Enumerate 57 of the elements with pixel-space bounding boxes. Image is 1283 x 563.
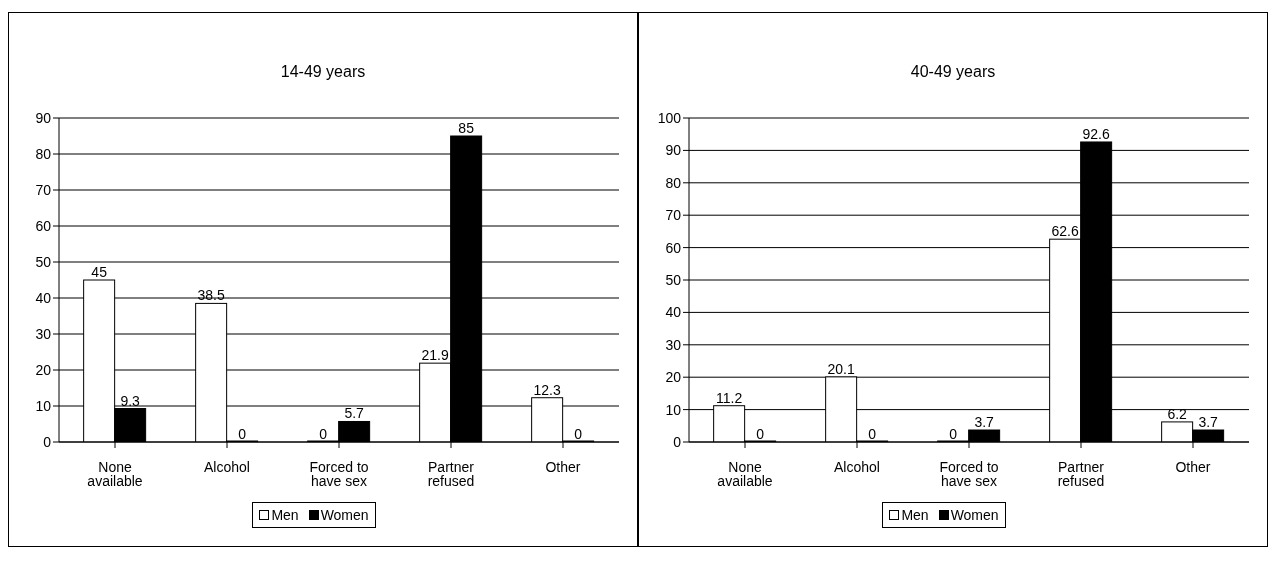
y-tick-label: 40 [665, 304, 682, 321]
x-tick-label: Partner refused [427, 458, 475, 489]
chart-title: 14-49 years [279, 63, 367, 81]
y-tick-label: 50 [665, 271, 682, 288]
y-tick-label: 0 [43, 433, 52, 450]
y-tick-label: 60 [665, 239, 682, 256]
data-label: 20.1 [827, 360, 855, 377]
data-label: 0 [238, 426, 247, 442]
data-label: 11.2 [716, 389, 743, 406]
y-tick-label: 0 [673, 433, 682, 450]
data-label: 21.9 [421, 347, 449, 364]
y-tick-label: 80 [35, 145, 52, 162]
data-label: 0 [949, 426, 958, 442]
y-tick-label: 70 [665, 207, 682, 224]
chart-title: 40-49 years [909, 63, 997, 81]
y-tick-label: 70 [35, 181, 52, 198]
x-tick-label: Partner refused [1057, 458, 1105, 489]
y-tick-label: 90 [665, 142, 682, 159]
y-tick-label: 100 [657, 109, 682, 126]
y-tick-label: 40 [35, 289, 52, 306]
data-label: 9.3 [120, 392, 141, 409]
x-tick-label: Forced to have sex [309, 458, 369, 489]
data-label: 85 [458, 120, 475, 136]
data-label: 0 [756, 426, 765, 442]
legend-label: Men [901, 507, 929, 523]
data-label: 62.6 [1051, 223, 1079, 240]
y-tick-label: 20 [35, 361, 52, 378]
x-tick-label: None available [717, 458, 773, 489]
data-label: 92.6 [1082, 125, 1110, 142]
data-label: 12.3 [533, 381, 561, 398]
data-label: 6.2 [1167, 405, 1188, 422]
data-label: 5.7 [344, 405, 365, 422]
legend-label: Women [950, 507, 999, 523]
data-label: 45 [91, 264, 108, 280]
data-label: 3.7 [1198, 414, 1219, 431]
y-tick-label: 30 [35, 325, 52, 342]
y-tick-label: 60 [35, 217, 52, 234]
y-tick-label: 80 [665, 174, 682, 191]
x-tick-label: Other [545, 458, 581, 475]
x-tick-label: Other [1175, 458, 1211, 475]
data-label: 3.7 [974, 414, 995, 431]
x-tick-label: Alcohol [834, 458, 880, 475]
data-label: 0 [868, 426, 877, 442]
y-tick-label: 10 [665, 401, 682, 418]
legend-label: Men [271, 507, 299, 523]
x-tick-label: None available [87, 458, 143, 489]
data-label: 38.5 [197, 287, 225, 304]
x-tick-label: Alcohol [204, 458, 250, 475]
x-tick-label: Forced to have sex [939, 458, 999, 489]
y-tick-label: 90 [35, 109, 52, 126]
data-label: 0 [574, 426, 583, 442]
data-label: 0 [319, 426, 328, 442]
y-tick-label: 30 [665, 336, 682, 353]
y-tick-label: 20 [665, 369, 682, 386]
legend-label: Women [320, 507, 369, 523]
y-tick-label: 50 [35, 253, 52, 270]
y-tick-label: 10 [35, 397, 52, 414]
